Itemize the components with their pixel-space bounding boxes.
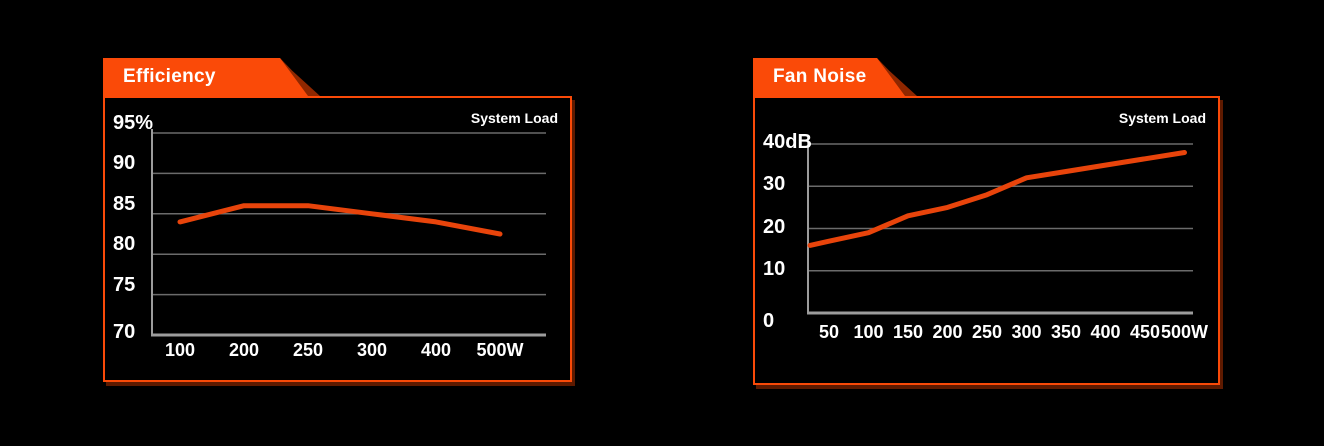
x-tick-label: 400 xyxy=(420,340,452,360)
efficiency-plot-area xyxy=(151,129,546,337)
y-tick-label: 0 xyxy=(763,310,775,332)
x-tick-label: 300 xyxy=(356,340,388,360)
y-tick-label: 40dB xyxy=(763,131,812,153)
y-tick-label: 95% xyxy=(113,112,154,134)
x-tick-label: 400 xyxy=(1090,322,1121,342)
x-tick-label: 500W xyxy=(1160,322,1209,342)
efficiency-frame: System Load 95% 90 85 80 75 70 100 200 250 300 40… xyxy=(103,96,572,382)
fan-noise-system-load-label: System Load xyxy=(1118,110,1206,126)
x-tick-label: 200 xyxy=(932,322,963,342)
y-tick-label: 85 xyxy=(113,192,136,215)
x-tick-label: 200 xyxy=(228,340,260,360)
efficiency-tab: Efficiency xyxy=(103,58,308,96)
y-tick-label: 70 xyxy=(113,321,136,343)
data-line xyxy=(177,203,503,237)
data-line xyxy=(807,150,1187,248)
y-tick-label: 10 xyxy=(763,257,786,280)
x-tick-label: 250 xyxy=(292,340,324,360)
x-tick-label: 450 xyxy=(1129,322,1161,342)
y-tick-label: 20 xyxy=(763,215,786,238)
efficiency-tab-label: Efficiency xyxy=(123,66,216,87)
x-tick-label: 100 xyxy=(853,322,884,342)
fan-noise-tab-shadow xyxy=(753,58,917,96)
x-tick-label: 300 xyxy=(1011,322,1042,342)
efficiency-tab-shadow xyxy=(103,58,320,96)
fan-noise-tab: Fan Noise xyxy=(753,58,905,96)
y-tick-label: 90 xyxy=(113,152,136,175)
fan-noise-tab-label: Fan Noise xyxy=(773,66,867,87)
fan-noise-frame: System Load 40dB 30 20 10 0 50 100 150 200 250 30… xyxy=(753,96,1220,385)
x-tick-label: 500W xyxy=(476,340,524,360)
x-tick-label: 100 xyxy=(164,340,196,360)
y-tick-label: 30 xyxy=(763,173,786,196)
x-tick-label: 150 xyxy=(892,322,924,342)
y-tick-label: 75 xyxy=(113,273,136,296)
efficiency-system-load-label: System Load xyxy=(470,110,558,126)
fan-noise-plot-area xyxy=(807,140,1193,315)
y-tick-label: 80 xyxy=(113,233,136,256)
x-tick-label: 350 xyxy=(1050,322,1082,342)
x-tick-label: 50 xyxy=(818,322,840,342)
x-tick-label: 250 xyxy=(971,322,1003,342)
